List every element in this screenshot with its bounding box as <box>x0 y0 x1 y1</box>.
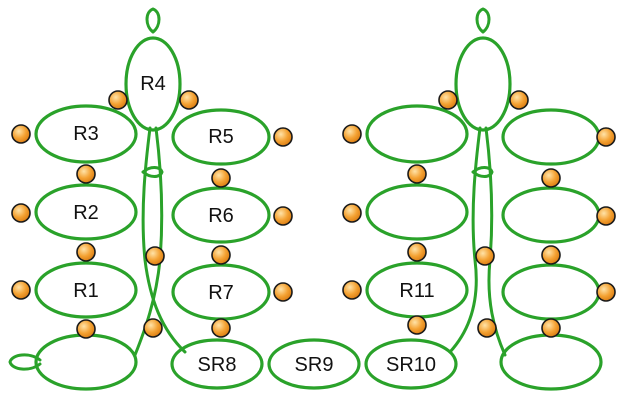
bead <box>342 124 362 144</box>
thread-top-loop-right <box>475 7 491 34</box>
ring-r1 <box>34 261 138 319</box>
ring-right-mid-right <box>501 186 601 244</box>
label-r11: R11 <box>399 280 434 302</box>
label-sr10: SR10 <box>386 354 436 376</box>
bead <box>273 206 293 226</box>
ring-right-mid-left <box>365 183 469 241</box>
ring-sr10 <box>364 338 458 390</box>
ring-r6 <box>171 186 271 244</box>
bead <box>596 127 616 147</box>
ring-r4 <box>124 36 182 132</box>
label-r4: R4 <box>140 73 166 95</box>
beads-right <box>342 90 616 338</box>
bead <box>76 164 96 184</box>
thread-center-knot <box>141 166 164 178</box>
thread-bottom-left-loop <box>8 353 42 371</box>
thread-left-spine <box>141 126 187 354</box>
ring-r5 <box>171 108 271 166</box>
bead <box>541 318 561 338</box>
bead <box>76 319 96 339</box>
ring-right-top <box>454 36 512 132</box>
label-sr8: SR8 <box>198 354 237 376</box>
bead <box>211 168 231 188</box>
bead <box>438 90 458 110</box>
bead <box>11 124 31 144</box>
ring-r2 <box>34 183 138 241</box>
bead <box>596 206 616 226</box>
bead <box>407 242 427 262</box>
bead <box>596 282 616 302</box>
bead <box>273 282 293 302</box>
label-r1: R1 <box>73 280 99 302</box>
bead <box>211 318 231 338</box>
bead <box>273 127 293 147</box>
beads-left <box>11 90 293 339</box>
label-sr9: SR9 <box>295 354 334 376</box>
bead <box>108 90 128 110</box>
bead <box>211 245 231 265</box>
ring-right-upper-left <box>365 104 469 164</box>
label-r3: R3 <box>73 123 99 145</box>
bead <box>541 168 561 188</box>
bead <box>145 246 165 266</box>
bead <box>509 90 529 110</box>
label-r5: R5 <box>208 126 234 148</box>
ring-right-bottom-right <box>499 333 603 391</box>
bead <box>11 203 31 223</box>
bead <box>143 318 163 338</box>
bead <box>475 246 495 266</box>
ring-labels: R4 R3 R5 R2 R6 R1 R7 SR8 SR9 SR10 R11 <box>73 73 436 376</box>
left-motif-rings <box>34 36 271 391</box>
thread-top-loop-left <box>145 7 161 34</box>
ring-bottom-left-unlabeled <box>34 333 138 391</box>
bead <box>407 164 427 184</box>
label-r2: R2 <box>73 202 99 224</box>
bead <box>11 280 31 300</box>
label-r7: R7 <box>208 282 234 304</box>
ring-right-upper-right <box>501 108 601 166</box>
bead <box>477 318 497 338</box>
thread-right-left-spine <box>448 126 482 354</box>
bead <box>76 242 96 262</box>
ring-sr8 <box>170 338 264 390</box>
bead <box>179 90 199 110</box>
bead <box>342 203 362 223</box>
bead <box>407 315 427 335</box>
thread-right-center-knot <box>471 166 494 178</box>
ring-right-low-right <box>501 263 601 321</box>
bead <box>342 280 362 300</box>
bead <box>541 245 561 265</box>
ring-sr9 <box>267 338 361 390</box>
label-r6: R6 <box>208 205 234 227</box>
ring-r3 <box>34 104 138 164</box>
